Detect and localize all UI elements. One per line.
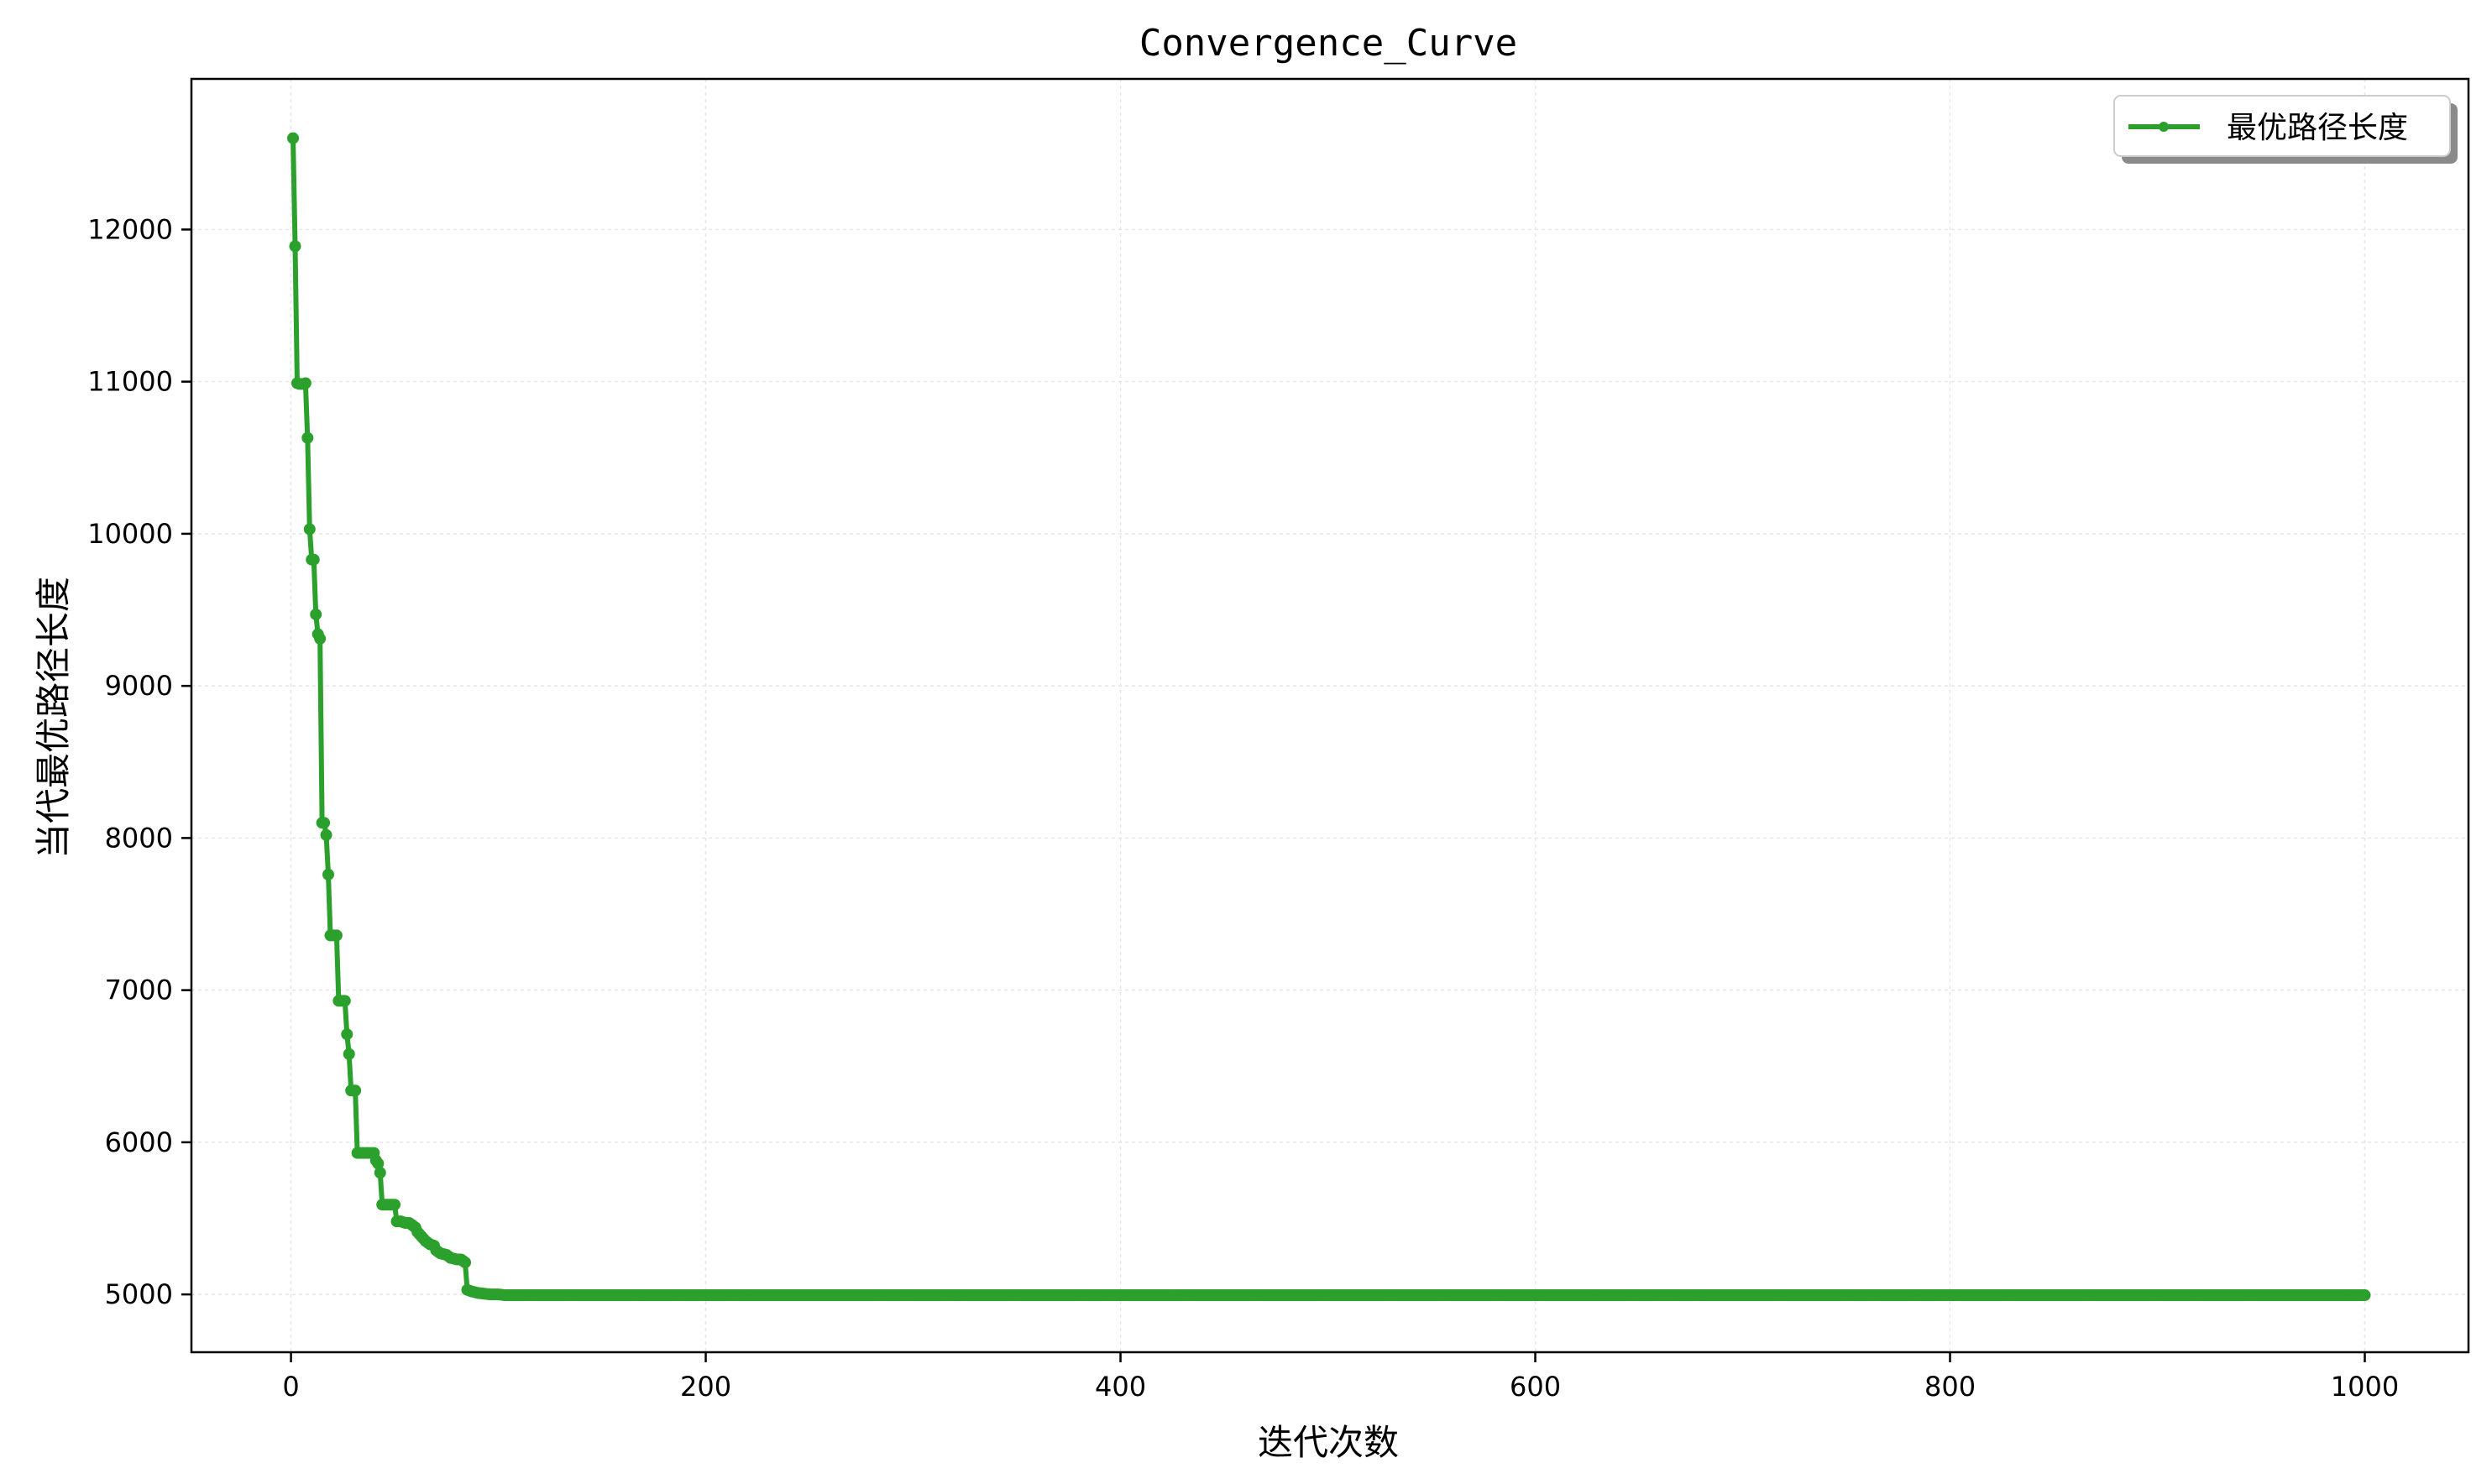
legend-marker-swatch: [2159, 122, 2169, 132]
chart-title: Convergence_Curve: [1139, 22, 1517, 65]
x-tick-label: 1000: [2331, 1371, 2399, 1403]
data-point: [330, 929, 343, 942]
data-point: [338, 995, 351, 1007]
x-axis-ticks: 0 200 400 600 800 1000: [282, 1352, 2399, 1403]
data-point: [2358, 1289, 2371, 1302]
plot-frame: [190, 77, 2470, 1354]
data-point: [322, 868, 335, 880]
data-point: [287, 132, 300, 144]
data-point: [389, 1199, 401, 1211]
data-point: [349, 1084, 362, 1097]
data-point: [303, 523, 316, 536]
data-point: [307, 553, 320, 566]
data-point: [289, 240, 301, 253]
data-point: [299, 377, 312, 389]
data-point: [310, 608, 322, 620]
data-point: [314, 632, 327, 645]
data-point: [343, 1048, 355, 1060]
data-point: [301, 431, 314, 444]
data-point: [374, 1167, 386, 1179]
x-tick-label: 200: [680, 1371, 731, 1403]
x-axis-label: 迭代次数: [1258, 1422, 1399, 1463]
y-tick-label: 11000: [87, 366, 173, 398]
y-tick-label: 5000: [105, 1278, 173, 1310]
series-line: [291, 138, 2366, 1298]
y-tick-label: 9000: [105, 670, 173, 702]
y-tick-label: 8000: [105, 822, 173, 854]
data-point: [318, 817, 331, 829]
series-layer: [287, 132, 2371, 1302]
legend: 最优路径长度: [2113, 95, 2458, 164]
x-tick-label: 400: [1095, 1371, 1146, 1403]
grid: [191, 79, 2468, 1352]
y-tick-label: 12000: [87, 213, 173, 245]
y-axis-ticks: 5000 6000 7000 8000 9000 10000 11000 12000: [87, 213, 191, 1310]
y-tick-label: 10000: [87, 518, 173, 550]
data-point: [459, 1257, 472, 1269]
legend-box: [2113, 95, 2451, 157]
y-tick-label: 6000: [105, 1126, 173, 1158]
data-point: [320, 828, 332, 841]
legend-entry-label: 最优路径长度: [2227, 111, 2408, 145]
data-point: [341, 1028, 353, 1041]
data-point: [372, 1157, 385, 1170]
x-tick-label: 600: [1510, 1371, 1561, 1403]
x-tick-label: 800: [1924, 1371, 1976, 1403]
x-tick-label: 0: [282, 1371, 299, 1403]
y-tick-label: 7000: [105, 975, 173, 1006]
y-axis-label: 当代最优路径长度: [33, 577, 74, 859]
